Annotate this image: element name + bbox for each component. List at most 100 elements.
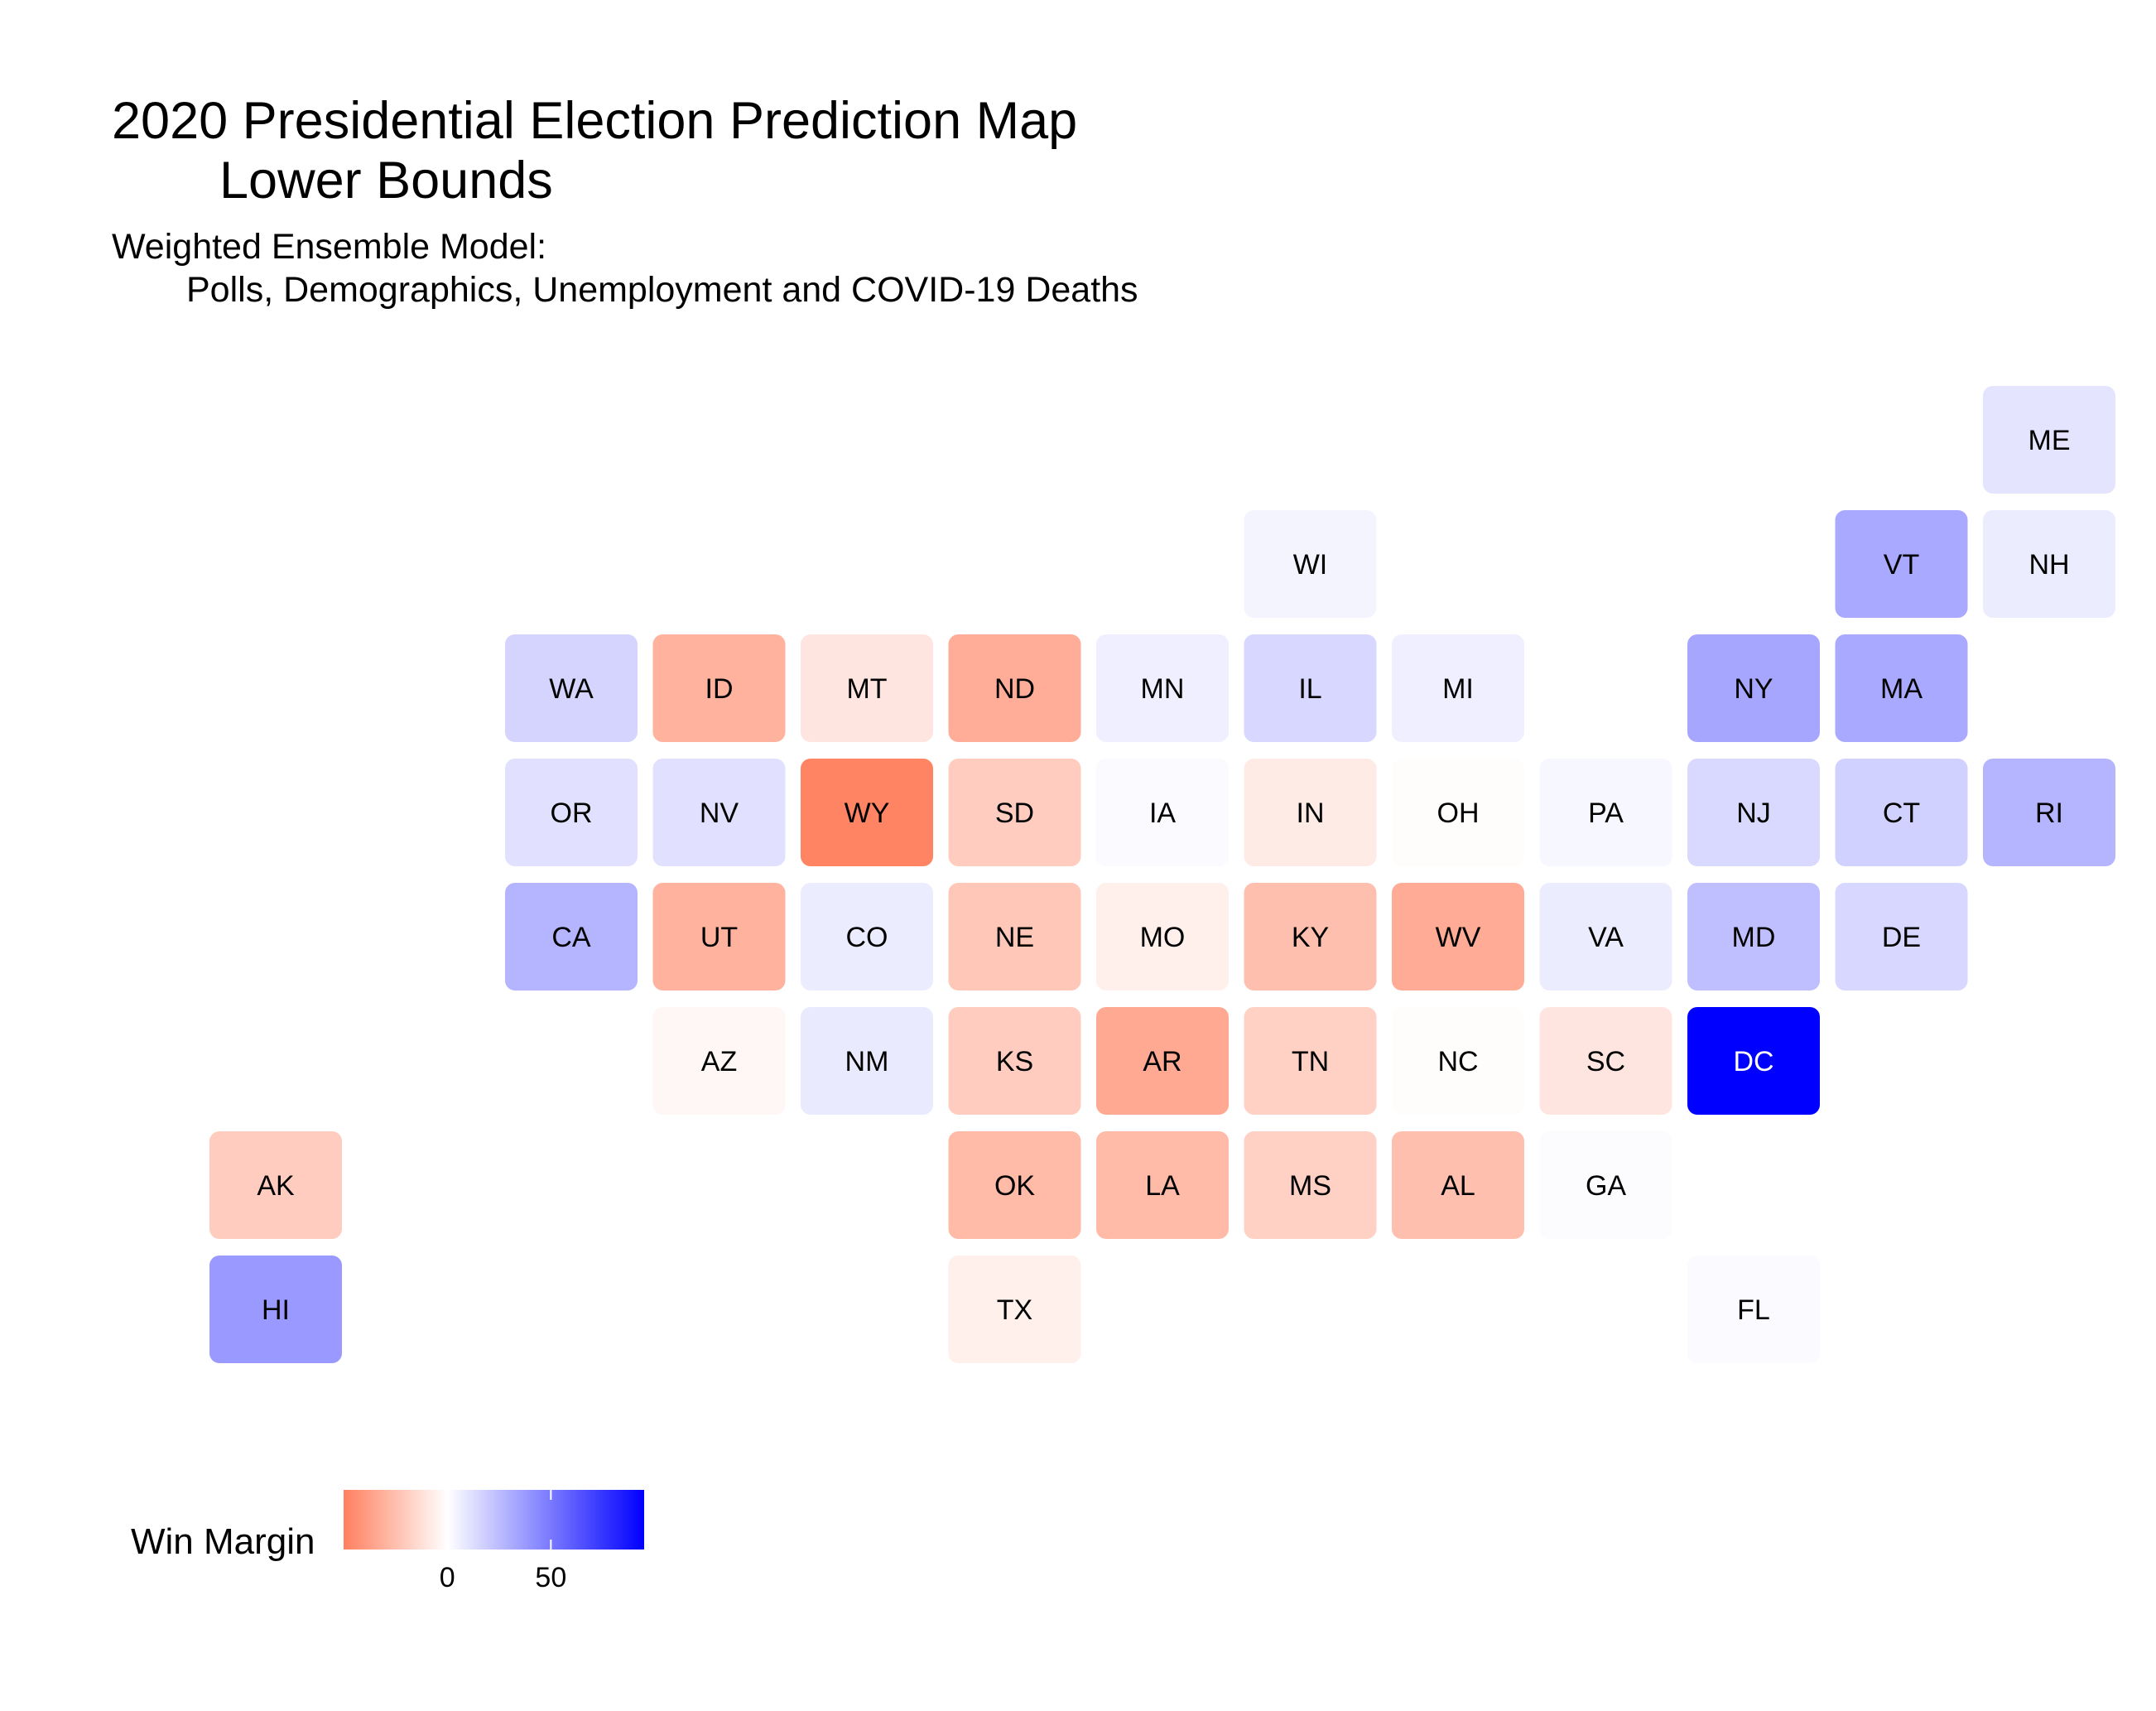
state-label: KY [1292, 922, 1329, 953]
legend-title: Win Margin [131, 1521, 315, 1562]
state-tile-wy: WY [801, 759, 933, 866]
state-label: FL [1737, 1294, 1770, 1326]
state-label: IA [1149, 798, 1176, 829]
state-label: AZ [701, 1046, 737, 1077]
state-label: IL [1298, 673, 1321, 705]
state-tile-fill [1392, 883, 1524, 990]
state-tile-nd: ND [948, 634, 1081, 742]
state-label: AL [1441, 1170, 1475, 1202]
state-tile-fill [1096, 1131, 1229, 1239]
chart-title-line1: 2020 Presidential Election Prediction Ma… [112, 92, 1078, 150]
state-label: SD [995, 798, 1034, 829]
state-tile-fill [1687, 883, 1820, 990]
state-tile-ky: KY [1244, 883, 1377, 990]
state-tile-fill [948, 883, 1081, 990]
state-label: NY [1734, 673, 1773, 705]
state-label: OK [994, 1170, 1035, 1202]
state-label: MT [846, 673, 887, 705]
state-tile-id: ID [652, 634, 786, 742]
state-tile-il: IL [1244, 634, 1377, 742]
state-tile-fill [1687, 634, 1820, 742]
state-label: MA [1880, 673, 1923, 705]
state-label: PA [1588, 798, 1624, 829]
state-tile-ga: GA [1539, 1131, 1672, 1239]
state-tile-fill [801, 759, 933, 866]
state-tile-tn: TN [1244, 1007, 1377, 1115]
state-tile-fill [1244, 634, 1377, 742]
state-tile-fill [505, 634, 638, 742]
chart-subtitle-line2: Polls, Demographics, Unemployment and CO… [186, 270, 1138, 310]
state-tile-fill [948, 759, 1081, 866]
state-label: KS [996, 1046, 1033, 1077]
state-label: VT [1884, 549, 1919, 581]
legend-ticks: 0 50 [440, 1490, 566, 1593]
state-tile-fill [948, 1256, 1081, 1363]
state-tile-fill [1392, 1007, 1524, 1115]
state-tile-tx: TX [948, 1256, 1081, 1363]
state-tile-nv: NV [652, 759, 786, 866]
state-tile-fill [1687, 1007, 1820, 1115]
state-tile-fill [1983, 759, 2115, 866]
state-label: CT [1883, 798, 1920, 829]
state-tile-fill [505, 883, 638, 990]
state-label: HI [262, 1294, 290, 1326]
state-label: AR [1143, 1046, 1181, 1077]
state-tile-fill [1835, 759, 1968, 866]
state-label: WY [845, 798, 890, 829]
state-tile-mo: MO [1096, 883, 1229, 990]
state-tile-wa: WA [505, 634, 638, 742]
state-tile-fill [1983, 386, 2115, 494]
legend-tick-label: 50 [535, 1562, 566, 1593]
state-tile-fill [1244, 759, 1377, 866]
state-tile-fill [209, 1256, 342, 1363]
state-label: VA [1588, 922, 1624, 953]
state-label: NM [845, 1046, 889, 1077]
state-label: CA [551, 922, 591, 953]
state-tile-mi: MI [1392, 634, 1524, 742]
chart-subtitle: Weighted Ensemble Model: Polls, Demograp… [112, 225, 1138, 311]
state-tile-pa: PA [1539, 759, 1672, 866]
state-tile-mt: MT [801, 634, 933, 742]
state-tile-in: IN [1244, 759, 1377, 866]
state-label: IN [1297, 798, 1325, 829]
state-tile-fill [1244, 1131, 1377, 1239]
state-tile-fill [1835, 510, 1968, 618]
state-tile-fill [801, 634, 933, 742]
state-tile-fill [1539, 1007, 1672, 1115]
state-tile-fill [1687, 1256, 1820, 1363]
state-tile-fill [1244, 883, 1377, 990]
state-tile-nj: NJ [1687, 759, 1820, 866]
state-tile-fill [1096, 759, 1229, 866]
state-tile-nm: NM [801, 1007, 933, 1115]
state-tile-dc: DC [1687, 1007, 1820, 1115]
state-label: ID [705, 673, 734, 705]
state-tile-ny: NY [1687, 634, 1820, 742]
state-tile-fill [209, 1131, 342, 1239]
state-label: RI [2035, 798, 2063, 829]
state-tile-ms: MS [1244, 1131, 1377, 1239]
state-label: MI [1442, 673, 1474, 705]
state-tile-md: MD [1687, 883, 1820, 990]
state-tile-oh: OH [1392, 759, 1524, 866]
state-label: MN [1141, 673, 1185, 705]
state-tile-fill [1392, 634, 1524, 742]
state-tile-fill [948, 1007, 1081, 1115]
state-label: NH [2028, 549, 2069, 581]
state-tile-az: AZ [652, 1007, 786, 1115]
state-tile-fill [1835, 634, 1968, 742]
state-label: MO [1140, 922, 1186, 953]
state-label: DE [1882, 922, 1921, 953]
state-tile-fill [801, 1007, 933, 1115]
state-tile-va: VA [1539, 883, 1672, 990]
state-label: SC [1586, 1046, 1625, 1077]
state-label: GA [1586, 1170, 1626, 1202]
state-label: MD [1732, 922, 1776, 953]
state-tile-nc: NC [1392, 1007, 1524, 1115]
state-tile-wi: WI [1244, 510, 1377, 618]
state-label: DC [1733, 1046, 1773, 1077]
state-tile-fill [652, 1007, 786, 1115]
state-tile-fill [1539, 759, 1672, 866]
state-label: WI [1293, 549, 1328, 581]
state-tile-or: OR [505, 759, 638, 866]
